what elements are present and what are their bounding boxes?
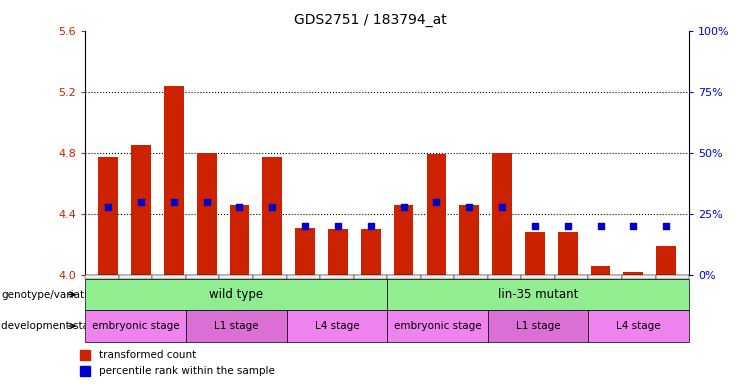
Text: embryonic stage: embryonic stage <box>393 321 482 331</box>
Text: lin-35 mutant: lin-35 mutant <box>498 288 578 301</box>
Point <box>201 199 213 205</box>
Text: development stage: development stage <box>1 321 102 331</box>
Text: percentile rank within the sample: percentile rank within the sample <box>99 366 274 376</box>
Text: wild type: wild type <box>209 288 263 301</box>
Bar <box>427 154 446 275</box>
Bar <box>361 229 381 275</box>
Bar <box>131 145 151 275</box>
Point <box>365 223 376 229</box>
Point <box>266 204 278 210</box>
Text: transformed count: transformed count <box>99 350 196 360</box>
Point <box>496 204 508 210</box>
Bar <box>262 157 282 275</box>
Bar <box>591 266 611 275</box>
Bar <box>558 232 577 275</box>
Bar <box>295 228 315 275</box>
Point <box>102 204 114 210</box>
Bar <box>525 232 545 275</box>
Point <box>529 223 541 229</box>
Point <box>332 223 344 229</box>
Bar <box>328 229 348 275</box>
Point <box>628 223 639 229</box>
Point <box>431 199 442 205</box>
Bar <box>230 205 249 275</box>
Bar <box>657 246 676 275</box>
Point <box>299 223 311 229</box>
Bar <box>623 272 643 275</box>
Point <box>594 223 606 229</box>
Text: embryonic stage: embryonic stage <box>92 321 179 331</box>
Text: L4 stage: L4 stage <box>617 321 661 331</box>
Bar <box>393 205 413 275</box>
Text: L1 stage: L1 stage <box>214 321 259 331</box>
Point <box>463 204 475 210</box>
Bar <box>459 205 479 275</box>
Point <box>398 204 410 210</box>
Text: L1 stage: L1 stage <box>516 321 560 331</box>
Point <box>168 199 180 205</box>
Point <box>562 223 574 229</box>
Point <box>660 223 672 229</box>
Point <box>135 199 147 205</box>
Bar <box>164 86 184 275</box>
Point <box>233 204 245 210</box>
Text: L4 stage: L4 stage <box>314 321 359 331</box>
Bar <box>197 153 216 275</box>
Text: GDS2751 / 183794_at: GDS2751 / 183794_at <box>294 13 447 27</box>
Text: genotype/variation: genotype/variation <box>1 290 101 300</box>
Bar <box>99 157 118 275</box>
Bar <box>492 153 512 275</box>
